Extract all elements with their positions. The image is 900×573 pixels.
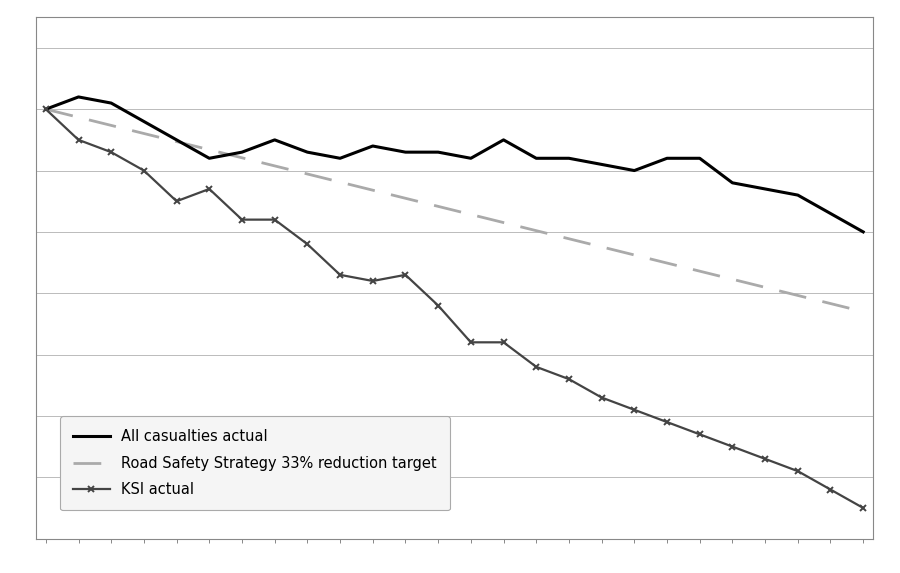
KSI actual	[237, 216, 248, 223]
KSI actual	[825, 486, 836, 493]
KSI actual	[760, 456, 770, 462]
All casualties actual	[792, 191, 803, 198]
Line: All casualties actual: All casualties actual	[46, 97, 863, 232]
KSI actual	[662, 419, 672, 426]
All casualties actual	[825, 210, 836, 217]
KSI actual	[171, 198, 182, 205]
KSI actual	[335, 272, 346, 278]
All casualties actual	[237, 149, 248, 156]
KSI actual	[367, 277, 378, 284]
KSI actual	[498, 339, 508, 346]
Legend: All casualties actual, Road Safety Strategy 33% reduction target, KSI actual: All casualties actual, Road Safety Strat…	[60, 416, 450, 511]
All casualties actual	[335, 155, 346, 162]
KSI actual	[433, 302, 444, 309]
KSI actual	[531, 363, 542, 370]
KSI actual	[139, 167, 149, 174]
KSI actual	[106, 149, 117, 156]
KSI actual	[563, 376, 574, 383]
All casualties actual	[73, 93, 84, 100]
All casualties actual	[465, 155, 476, 162]
All casualties actual	[858, 229, 868, 236]
All casualties actual	[367, 143, 378, 150]
KSI actual	[465, 339, 476, 346]
KSI actual	[694, 431, 705, 438]
All casualties actual	[400, 149, 411, 156]
All casualties actual	[302, 149, 313, 156]
KSI actual	[40, 106, 51, 113]
All casualties actual	[269, 136, 280, 143]
Line: KSI actual: KSI actual	[42, 106, 867, 512]
All casualties actual	[596, 161, 607, 168]
All casualties actual	[531, 155, 542, 162]
KSI actual	[727, 443, 738, 450]
All casualties actual	[139, 118, 149, 125]
All casualties actual	[727, 179, 738, 186]
KSI actual	[204, 186, 215, 193]
All casualties actual	[563, 155, 574, 162]
KSI actual	[400, 272, 411, 278]
All casualties actual	[760, 186, 770, 193]
All casualties actual	[694, 155, 705, 162]
All casualties actual	[433, 149, 444, 156]
All casualties actual	[171, 136, 182, 143]
KSI actual	[269, 216, 280, 223]
KSI actual	[629, 406, 640, 413]
All casualties actual	[498, 136, 508, 143]
All casualties actual	[40, 106, 51, 113]
All casualties actual	[662, 155, 672, 162]
All casualties actual	[204, 155, 215, 162]
All casualties actual	[629, 167, 640, 174]
KSI actual	[302, 241, 313, 248]
KSI actual	[73, 136, 84, 143]
KSI actual	[792, 468, 803, 474]
KSI actual	[858, 504, 868, 511]
KSI actual	[596, 394, 607, 401]
All casualties actual	[106, 100, 117, 107]
